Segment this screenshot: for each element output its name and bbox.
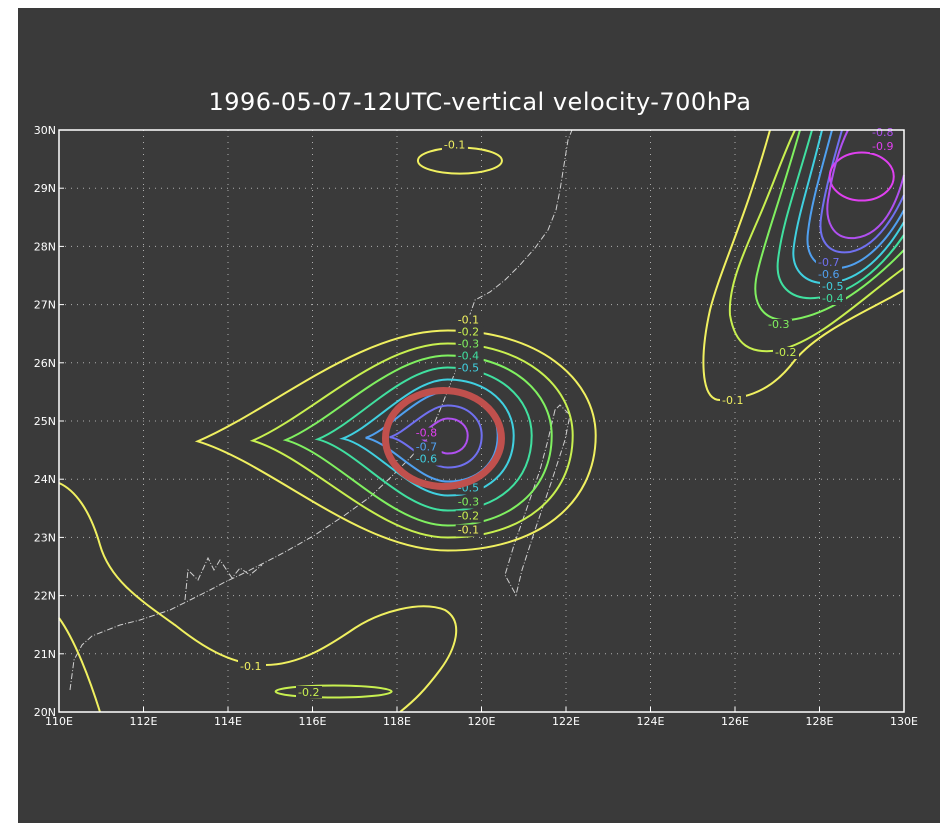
contour-label: -0.4 bbox=[822, 292, 843, 305]
coastline-taiwan bbox=[504, 404, 571, 597]
contour-line bbox=[806, 129, 905, 270]
contour-line bbox=[776, 129, 905, 300]
contour-label: -0.1 bbox=[722, 394, 743, 407]
contour-label-bg bbox=[238, 660, 266, 672]
contour-label-bg bbox=[455, 362, 484, 375]
chart-title: 1996-05-07-12UTC-vertical velocity-700hP… bbox=[208, 88, 751, 116]
contour-label: -0.3 bbox=[768, 318, 789, 331]
contour-label: -0.3 bbox=[458, 338, 479, 351]
contour-label: -0.1 bbox=[458, 524, 479, 537]
contour-label-bg bbox=[455, 524, 484, 537]
contour-line bbox=[249, 342, 574, 539]
contour-label: -0.9 bbox=[872, 140, 893, 153]
contour-line bbox=[274, 684, 393, 699]
contour-label: -0.5 bbox=[458, 362, 479, 375]
contour-label-bg bbox=[455, 326, 484, 339]
contour-label-bg bbox=[413, 441, 442, 454]
x-tick-label: 122E bbox=[552, 715, 580, 728]
contour-line bbox=[702, 129, 905, 402]
contour-line bbox=[728, 129, 905, 353]
contour-label: -0.8 bbox=[872, 126, 893, 139]
x-tick-label: 126E bbox=[721, 715, 749, 728]
contour-label-bg bbox=[773, 347, 799, 359]
coastline bbox=[69, 129, 573, 691]
contour-label: -0.6 bbox=[818, 268, 839, 281]
contour-label: -0.8 bbox=[416, 427, 437, 440]
contour-label-bg bbox=[820, 281, 846, 293]
y-tick-label: 27N bbox=[34, 299, 56, 312]
x-tick-label: 114E bbox=[214, 715, 242, 728]
x-tick-label: 112E bbox=[130, 715, 158, 728]
contour-label: -0.7 bbox=[416, 441, 437, 454]
contour-label-bg bbox=[870, 141, 896, 153]
contour-label: -0.2 bbox=[775, 346, 796, 359]
y-tick-label: 30N bbox=[34, 124, 56, 137]
y-tick-label: 28N bbox=[34, 240, 56, 253]
x-tick-label: 120E bbox=[468, 715, 496, 728]
contour-label-bg bbox=[766, 319, 792, 331]
contour-label: -0.5 bbox=[822, 280, 843, 293]
contour-label-bg bbox=[441, 138, 468, 151]
contour-label: -0.1 bbox=[240, 660, 261, 673]
contour-label-bg bbox=[455, 350, 484, 363]
contour-line bbox=[314, 366, 533, 512]
y-tick-label: 25N bbox=[34, 415, 56, 428]
x-tick-label: 130E bbox=[890, 715, 918, 728]
contour-line bbox=[365, 390, 499, 483]
contour-label-bg bbox=[720, 395, 746, 407]
x-axis-ticks: 110E 112E 114E 116E 118E 120E 122E 124E 126E 128E… bbox=[45, 707, 918, 728]
contour-label: -0.1 bbox=[458, 314, 479, 327]
contour-line bbox=[828, 151, 895, 202]
contour-label: -0.1 bbox=[444, 139, 465, 152]
contour-label-bg bbox=[820, 293, 846, 305]
grid bbox=[59, 130, 904, 712]
y-tick-label: 20N bbox=[34, 706, 56, 719]
contour-label-bg bbox=[816, 257, 842, 269]
contour-line bbox=[58, 617, 101, 713]
chart-background bbox=[18, 8, 940, 823]
coastline-mainland-jag bbox=[184, 556, 263, 601]
contour-label-bg bbox=[455, 510, 484, 523]
contour-label-bg bbox=[413, 453, 442, 466]
y-tick-label: 26N bbox=[34, 357, 56, 370]
contour-label: -0.2 bbox=[298, 686, 319, 699]
coastline-mainland bbox=[69, 129, 573, 691]
contour-line bbox=[754, 129, 905, 322]
contour-line bbox=[792, 129, 905, 285]
contour-label: -0.4 bbox=[458, 350, 479, 363]
x-tick-label: 110E bbox=[45, 715, 73, 728]
y-tick-label: 23N bbox=[34, 531, 56, 544]
x-tick-label: 128E bbox=[806, 715, 834, 728]
contour-line bbox=[282, 354, 553, 527]
contour-label: -0.7 bbox=[818, 256, 839, 269]
contour-label-bg bbox=[413, 427, 442, 440]
contour-line bbox=[826, 129, 905, 240]
x-tick-label: 124E bbox=[637, 715, 665, 728]
y-tick-label: 21N bbox=[34, 648, 56, 661]
x-tick-label: 118E bbox=[383, 715, 411, 728]
contour-label-bg bbox=[296, 686, 322, 698]
contour-label-bg bbox=[455, 314, 484, 327]
highlight-ellipse-annotation bbox=[381, 386, 505, 490]
contour-label: -0.3 bbox=[458, 496, 479, 509]
y-axis-ticks: 20N 21N 22N 23N 24N 25N 26N 27N 28N 29N 30N bbox=[34, 124, 64, 719]
contour-label-bg bbox=[816, 269, 842, 281]
contour-label: -0.6 bbox=[416, 453, 437, 466]
y-tick-label: 22N bbox=[34, 590, 56, 603]
contour-line bbox=[194, 329, 597, 552]
y-tick-label: 24N bbox=[34, 473, 56, 486]
contour-label-bg bbox=[455, 496, 484, 509]
x-tick-label: 116E bbox=[299, 715, 327, 728]
contour-label: -0.2 bbox=[458, 510, 479, 523]
contour-line bbox=[58, 482, 458, 713]
contour-label: -0.2 bbox=[458, 326, 479, 339]
y-tick-label: 29N bbox=[34, 182, 56, 195]
contour-label-bg bbox=[455, 338, 484, 351]
